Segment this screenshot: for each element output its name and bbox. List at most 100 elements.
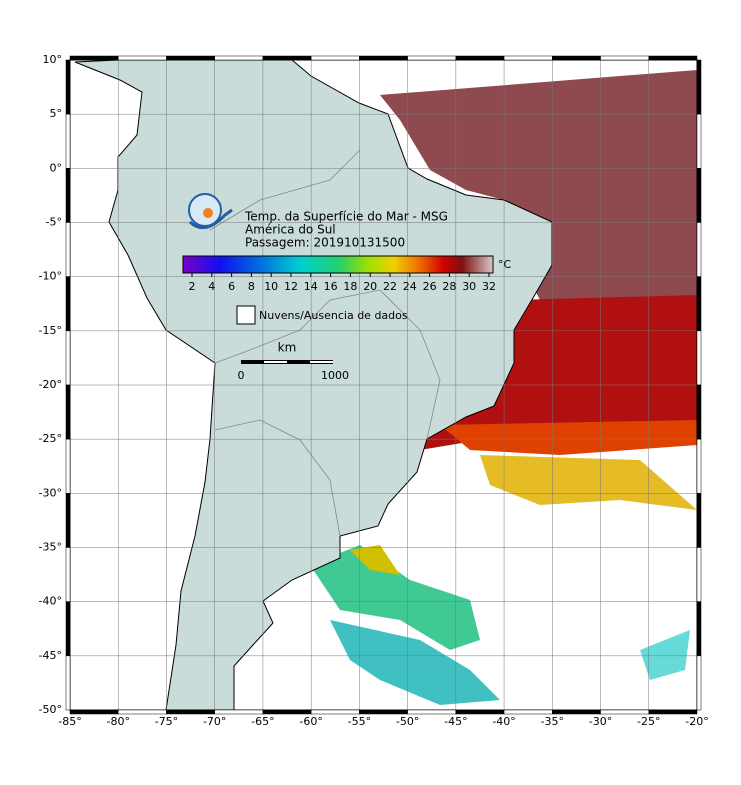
lon-label: -85° [58, 715, 81, 728]
frame-segment [648, 709, 698, 715]
frame-segment [696, 222, 702, 277]
scale-end: 1000 [321, 369, 349, 382]
frame-segment [65, 59, 71, 115]
frame-segment [407, 55, 457, 61]
frame-segment [65, 330, 71, 386]
frame-segment [696, 493, 702, 548]
inpe-logo [188, 193, 233, 230]
colorbar [182, 255, 494, 274]
scale-unit: km [278, 341, 297, 355]
frame-segment [65, 601, 71, 657]
colorbar-label: 20 [363, 280, 377, 293]
frame-segment [455, 709, 505, 715]
frame-ticks [65, 55, 702, 715]
frame-segment [65, 276, 71, 332]
frame-segment [696, 330, 702, 386]
lon-label: -40° [492, 715, 515, 728]
lat-label: -20° [39, 378, 62, 391]
frame-segment [65, 438, 71, 494]
lat-label: -10° [39, 270, 62, 283]
frame-segment [696, 438, 702, 494]
lat-label: -40° [39, 595, 62, 608]
colorbar-label: 22 [383, 280, 397, 293]
colorbar-label: 16 [324, 280, 338, 293]
frame-segment [65, 222, 71, 277]
frame-segment [503, 709, 553, 715]
colorbar-label: 24 [403, 280, 417, 293]
sst-warm-north [380, 70, 697, 300]
frame-segment [600, 709, 650, 715]
sst-cyan [330, 620, 500, 705]
frame-segment [696, 113, 702, 169]
legend-label: Nuvens/Ausencia de dados [259, 309, 408, 322]
frame-segment [696, 59, 702, 115]
lat-label: -25° [39, 432, 62, 445]
frame-segment [696, 601, 702, 657]
lat-label: -15° [39, 324, 62, 337]
frame-segment [359, 709, 408, 715]
lon-label: -45° [444, 715, 467, 728]
colorbar-label: 26 [423, 280, 437, 293]
frame-segment [166, 709, 215, 715]
map-area [70, 60, 697, 710]
frame-segment [65, 493, 71, 548]
frame-segment [69, 709, 119, 715]
lon-label: -80° [106, 715, 129, 728]
lat-label: 10° [43, 53, 63, 66]
colorbar-label: 28 [442, 280, 456, 293]
lon-label: -65° [251, 715, 274, 728]
frame-segment [69, 55, 119, 61]
scale-bar [241, 360, 333, 364]
frame-segment [696, 168, 702, 223]
lon-label: -75° [155, 715, 178, 728]
colorbar-label: 14 [304, 280, 318, 293]
lon-label: -70° [203, 715, 226, 728]
colorbar-label: 10 [264, 280, 278, 293]
frame-segment [262, 55, 312, 61]
colorbar-unit: °C [498, 258, 512, 271]
colorbar-label: 2 [189, 280, 196, 293]
lon-label: -20° [685, 715, 708, 728]
sst-cyan-east [640, 630, 690, 680]
sst-red [420, 295, 697, 450]
frame-segment [552, 55, 601, 61]
frame-segment [65, 547, 71, 602]
subtitle: América do Sul [245, 223, 336, 237]
frame-segment [65, 113, 71, 169]
frame-segment [214, 55, 264, 61]
lon-label: -60° [299, 715, 322, 728]
lat-label: -50° [39, 703, 62, 716]
colorbar-label: 32 [482, 280, 496, 293]
colorbar-label: 30 [462, 280, 476, 293]
frame-segment [407, 709, 457, 715]
lon-label: -35° [541, 715, 564, 728]
frame-segment [117, 709, 167, 715]
frame-segment [455, 55, 505, 61]
frame-segment [600, 55, 650, 61]
lat-label: -45° [39, 649, 62, 662]
frame-segment [696, 384, 702, 440]
frame-segment [65, 384, 71, 440]
lon-label: -30° [589, 715, 612, 728]
sst-yellow-south [350, 545, 400, 575]
frame-segment [262, 709, 312, 715]
frame-segment [310, 55, 360, 61]
frame-segment [166, 55, 215, 61]
frame-segment [552, 709, 601, 715]
legend-swatch [236, 305, 256, 325]
colorbar-label: 18 [343, 280, 357, 293]
borders [209, 149, 441, 537]
frame-segment [503, 55, 553, 61]
colorbar-label: 6 [228, 280, 235, 293]
frame-segment [310, 709, 360, 715]
frame-segment [359, 55, 408, 61]
frame-segment [117, 55, 167, 61]
frame-segment [648, 55, 698, 61]
lat-label: -35° [39, 541, 62, 554]
sst-green [310, 545, 480, 650]
colorbar-label: 12 [284, 280, 298, 293]
colorbar-label: 4 [208, 280, 215, 293]
scale-start: 0 [238, 369, 245, 382]
lat-label: -5° [46, 216, 62, 229]
